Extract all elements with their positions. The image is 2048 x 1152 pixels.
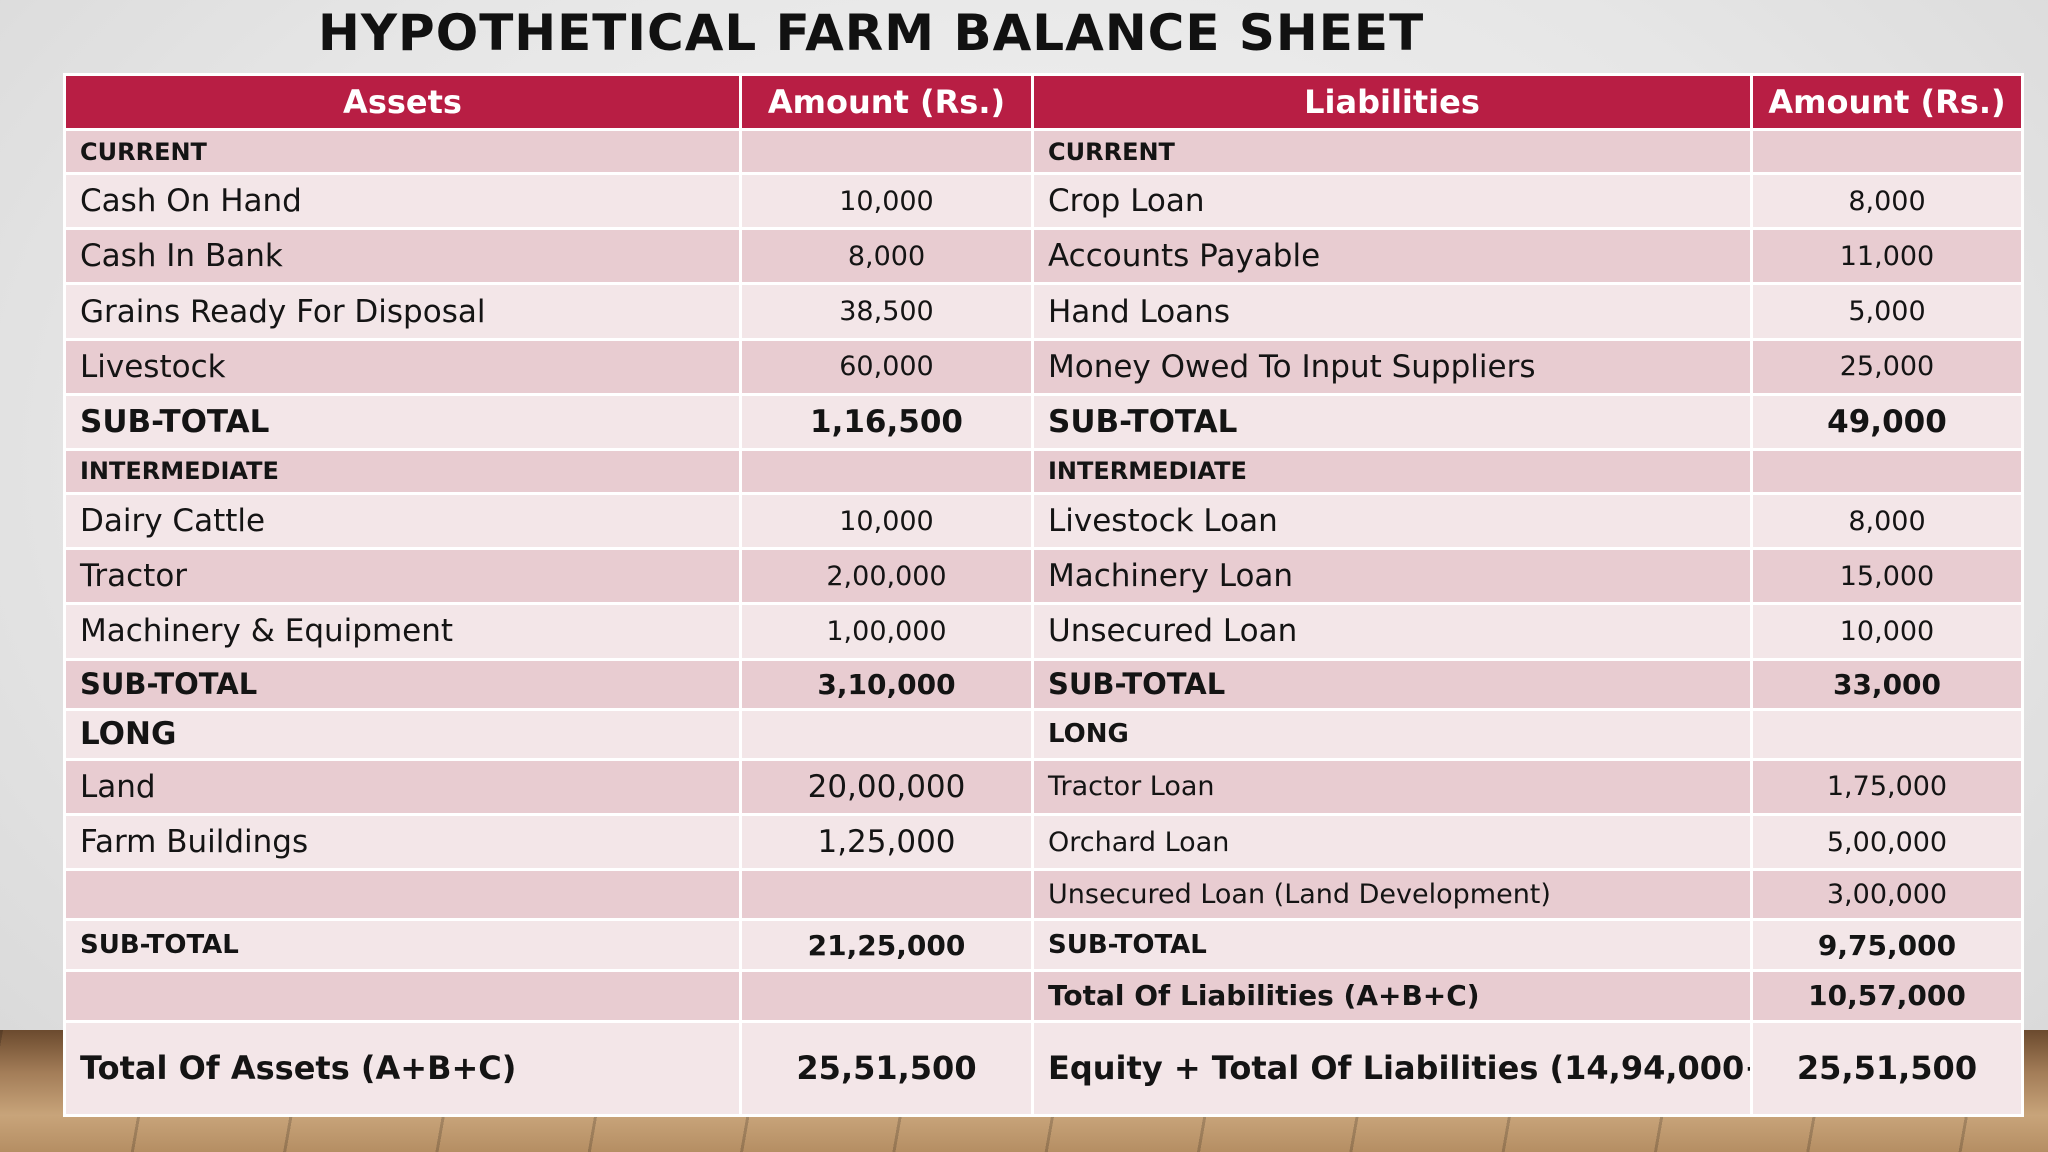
asset-name	[63, 868, 742, 922]
asset-amount: 2,00,000	[739, 547, 1034, 606]
liability-name: Unsecured Loan	[1031, 602, 1753, 661]
subtotal-row: SUB-TOTAL 1,16,500 SUB-TOTAL 49,000	[63, 392, 2024, 451]
total-assets-label: Total Of Assets (A+B+C)	[63, 1019, 742, 1118]
liability-name: Unsecured Loan (Land Development)	[1031, 868, 1753, 922]
liability-subtotal-amount: 49,000	[1750, 392, 2024, 451]
equity-total-liabilities-label: Equity + Total Of Liabilities (14,94,000…	[1031, 1019, 1753, 1118]
asset-name: Land	[63, 757, 742, 816]
asset-subtotal-label: SUB-TOTAL	[63, 392, 742, 451]
asset-name: Machinery & Equipment	[63, 602, 742, 661]
liabilities-amount-header: Amount (Rs.)	[1750, 73, 2024, 131]
liability-section-label: CURRENT	[1031, 127, 1753, 176]
table-row: Cash On Hand 10,000 Crop Loan 8,000	[63, 172, 2024, 231]
asset-amount: 1,00,000	[739, 602, 1034, 661]
liability-subtotal-label: SUB-TOTAL	[1031, 918, 1753, 973]
asset-amount: 10,000	[739, 172, 1034, 231]
asset-amount	[739, 969, 1034, 1023]
asset-amount	[739, 707, 1034, 761]
asset-section-label: INTERMEDIATE	[63, 447, 742, 496]
asset-amount: 8,000	[739, 227, 1034, 286]
liability-subtotal-label: SUB-TOTAL	[1031, 392, 1753, 451]
asset-name: Cash In Bank	[63, 227, 742, 286]
total-liabilities-amount: 10,57,000	[1750, 969, 2024, 1023]
asset-name: Tractor	[63, 547, 742, 606]
subtotal-row: SUB-TOTAL 21,25,000 SUB-TOTAL 9,75,000	[63, 918, 2024, 973]
liability-amount: 3,00,000	[1750, 868, 2024, 922]
assets-amount-header: Amount (Rs.)	[739, 73, 1034, 131]
liability-amount: 8,000	[1750, 492, 2024, 551]
liability-amount: 11,000	[1750, 227, 2024, 286]
equity-total-liabilities-amount: 25,51,500	[1750, 1019, 2024, 1118]
asset-name: Farm Buildings	[63, 812, 742, 872]
liability-section-label: LONG	[1031, 707, 1753, 761]
liability-name: Hand Loans	[1031, 282, 1753, 341]
balance-sheet-table: Assets Amount (Rs.) Liabilities Amount (…	[63, 73, 2024, 1118]
liability-subtotal-amount: 9,75,000	[1750, 918, 2024, 973]
liability-amount: 15,000	[1750, 547, 2024, 606]
total-liabilities-label: Total Of Liabilities (A+B+C)	[1031, 969, 1753, 1023]
liability-name: Accounts Payable	[1031, 227, 1753, 286]
liability-section-label: INTERMEDIATE	[1031, 447, 1753, 496]
liability-name: Livestock Loan	[1031, 492, 1753, 551]
liability-name: Orchard Loan	[1031, 812, 1753, 872]
asset-amount	[739, 868, 1034, 922]
table-row: Grains Ready For Disposal 38,500 Hand Lo…	[63, 282, 2024, 341]
liability-amount: 25,000	[1750, 337, 2024, 396]
asset-name: Dairy Cattle	[63, 492, 742, 551]
table-row: Farm Buildings 1,25,000 Orchard Loan 5,0…	[63, 812, 2024, 872]
section-row-current: CURRENT CURRENT	[63, 127, 2024, 176]
table-row: Land 20,00,000 Tractor Loan 1,75,000	[63, 757, 2024, 816]
table-row: Livestock 60,000 Money Owed To Input Sup…	[63, 337, 2024, 396]
liability-amount	[1750, 447, 2024, 496]
asset-amount: 60,000	[739, 337, 1034, 396]
liability-name: Tractor Loan	[1031, 757, 1753, 816]
asset-subtotal-amount: 3,10,000	[739, 657, 1034, 711]
liability-name: Money Owed To Input Suppliers	[1031, 337, 1753, 396]
grand-total-row: Total Of Assets (A+B+C) 25,51,500 Equity…	[63, 1019, 2024, 1118]
liabilities-header: Liabilities	[1031, 73, 1753, 131]
liability-name: Crop Loan	[1031, 172, 1753, 231]
asset-subtotal-amount: 21,25,000	[739, 918, 1034, 973]
asset-name	[63, 969, 742, 1023]
asset-section-label: CURRENT	[63, 127, 742, 176]
table-row: Dairy Cattle 10,000 Livestock Loan 8,000	[63, 492, 2024, 551]
asset-amount: 10,000	[739, 492, 1034, 551]
liability-amount: 8,000	[1750, 172, 2024, 231]
liability-amount	[1750, 127, 2024, 176]
table-row: Machinery & Equipment 1,00,000 Unsecured…	[63, 602, 2024, 661]
section-row-intermediate: INTERMEDIATE INTERMEDIATE	[63, 447, 2024, 496]
asset-name: Livestock	[63, 337, 742, 396]
liability-subtotal-amount: 33,000	[1750, 657, 2024, 711]
asset-subtotal-label: SUB-TOTAL	[63, 657, 742, 711]
liability-amount: 5,00,000	[1750, 812, 2024, 872]
liability-name: Machinery Loan	[1031, 547, 1753, 606]
page-title: HYPOTHETICAL FARM BALANCE SHEET	[318, 4, 1425, 62]
asset-amount	[739, 127, 1034, 176]
asset-amount: 1,25,000	[739, 812, 1034, 872]
table-row: Tractor 2,00,000 Machinery Loan 15,000	[63, 547, 2024, 606]
assets-header: Assets	[63, 73, 742, 131]
liability-amount: 1,75,000	[1750, 757, 2024, 816]
liability-subtotal-label: SUB-TOTAL	[1031, 657, 1753, 711]
asset-amount: 38,500	[739, 282, 1034, 341]
asset-subtotal-amount: 1,16,500	[739, 392, 1034, 451]
asset-name: Grains Ready For Disposal	[63, 282, 742, 341]
table-row: Cash In Bank 8,000 Accounts Payable 11,0…	[63, 227, 2024, 286]
header-row: Assets Amount (Rs.) Liabilities Amount (…	[63, 73, 2024, 131]
total-assets-amount: 25,51,500	[739, 1019, 1034, 1118]
table-row: Unsecured Loan (Land Development) 3,00,0…	[63, 868, 2024, 922]
asset-amount	[739, 447, 1034, 496]
liability-amount: 5,000	[1750, 282, 2024, 341]
liability-amount	[1750, 707, 2024, 761]
asset-section-label: LONG	[63, 707, 742, 761]
asset-amount: 20,00,000	[739, 757, 1034, 816]
section-row-long: LONG LONG	[63, 707, 2024, 761]
total-liabilities-row: Total Of Liabilities (A+B+C) 10,57,000	[63, 969, 2024, 1023]
asset-subtotal-label: SUB-TOTAL	[63, 918, 742, 973]
subtotal-row: SUB-TOTAL 3,10,000 SUB-TOTAL 33,000	[63, 657, 2024, 711]
asset-name: Cash On Hand	[63, 172, 742, 231]
liability-amount: 10,000	[1750, 602, 2024, 661]
